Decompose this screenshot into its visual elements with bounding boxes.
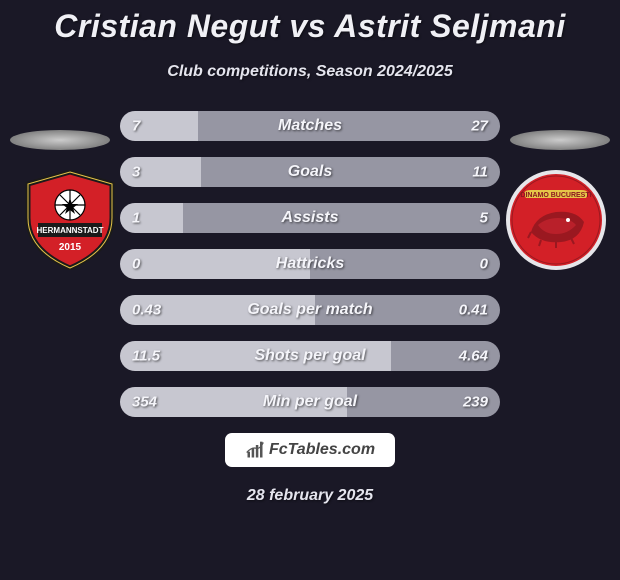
- chart-icon: [245, 440, 265, 460]
- stat-value-left: 3: [132, 164, 140, 181]
- stat-bar-right: [201, 157, 500, 187]
- stat-row: 1 Assists 5: [120, 203, 500, 233]
- stat-value-left: 0: [132, 256, 140, 273]
- brand-label: FcTables.com: [269, 441, 375, 459]
- stat-label: Goals: [288, 163, 332, 181]
- stat-value-right: 4.64: [459, 348, 488, 365]
- stat-label: Goals per match: [247, 301, 372, 319]
- stat-value-right: 11: [472, 164, 488, 181]
- stat-label: Assists: [282, 209, 339, 227]
- stat-label: Min per goal: [263, 393, 357, 411]
- stat-value-left: 1: [132, 210, 140, 227]
- page-title: Cristian Negut vs Astrit Seljmani: [0, 0, 620, 45]
- svg-text:HERMANNSTADT: HERMANNSTADT: [37, 226, 104, 235]
- team-badge-left: HERMANNSTADT 2015: [20, 170, 120, 270]
- team-badge-right: DINAMO BUCURESTI: [506, 170, 606, 270]
- stat-value-right: 0: [480, 256, 488, 273]
- stat-row: 0.43 Goals per match 0.41: [120, 295, 500, 325]
- stat-value-left: 11.5: [132, 348, 160, 365]
- stat-row: 3 Goals 11: [120, 157, 500, 187]
- stat-value-left: 354: [132, 394, 157, 411]
- stat-row: 0 Hattricks 0: [120, 249, 500, 279]
- stat-label: Matches: [278, 117, 342, 135]
- stat-label: Shots per goal: [254, 347, 365, 365]
- stat-value-right: 5: [480, 210, 488, 227]
- stat-label: Hattricks: [276, 255, 344, 273]
- stat-row: 11.5 Shots per goal 4.64: [120, 341, 500, 371]
- stat-value-right: 239: [463, 394, 488, 411]
- stat-bar-right: [198, 111, 500, 141]
- stat-row: 354 Min per goal 239: [120, 387, 500, 417]
- stat-value-left: 7: [132, 118, 140, 135]
- stat-bar-left: [120, 203, 183, 233]
- svg-text:DINAMO BUCURESTI: DINAMO BUCURESTI: [520, 192, 591, 199]
- stat-row: 7 Matches 27: [120, 111, 500, 141]
- stat-value-right: 0.41: [459, 302, 488, 319]
- subtitle: Club competitions, Season 2024/2025: [0, 63, 620, 81]
- avatar-shadow-right: [510, 130, 610, 150]
- brand-pill[interactable]: FcTables.com: [225, 433, 395, 467]
- stat-value-left: 0.43: [132, 302, 161, 319]
- stats-area: 7Matches273Goals111Assists50Hattricks00.…: [120, 111, 500, 417]
- date-label: 28 february 2025: [0, 487, 620, 505]
- svg-text:2015: 2015: [59, 242, 82, 253]
- stat-value-right: 27: [471, 118, 488, 135]
- avatar-shadow-left: [10, 130, 110, 150]
- stat-bar-right: [183, 203, 500, 233]
